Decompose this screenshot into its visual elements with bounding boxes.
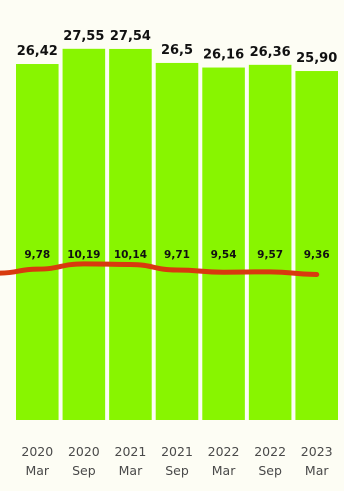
x-tick-label-period: Sep xyxy=(258,463,282,478)
line-value-label: 9,57 xyxy=(257,249,283,261)
x-tick-label-period: Sep xyxy=(165,463,189,478)
x-tick-label-year: 2020 xyxy=(21,444,53,459)
bar xyxy=(248,64,292,421)
series-line xyxy=(0,261,320,278)
bar xyxy=(62,48,106,421)
x-tick-label-period: Mar xyxy=(25,463,49,478)
bar xyxy=(202,67,245,421)
line-layer xyxy=(0,261,320,278)
x-tick-label-year: 2023 xyxy=(301,444,333,459)
x-tick-label-period: Mar xyxy=(212,463,236,478)
line-value-label: 9,54 xyxy=(211,249,237,261)
line-value-label: 9,71 xyxy=(164,249,190,261)
bars-layer xyxy=(16,48,338,421)
bar-value-label: 27,54 xyxy=(110,29,151,44)
x-tick-label-year: 2020 xyxy=(68,444,100,459)
x-tick-label-year: 2021 xyxy=(115,444,147,459)
line-value-label: 10,14 xyxy=(114,249,147,261)
bar-value-label: 26,36 xyxy=(250,45,291,60)
bar xyxy=(295,71,338,420)
line-value-label: 9,78 xyxy=(24,249,50,261)
x-tick-label-year: 2021 xyxy=(161,444,193,459)
x-tick-label-period: Mar xyxy=(305,463,329,478)
x-axis-tick-labels: 2020 Mar 2020 Sep 2021 Mar 2021 Sep 2022 Mar 2022 S… xyxy=(21,444,332,478)
bar-value-label: 26,5 xyxy=(161,43,193,58)
bar-value-label: 27,55 xyxy=(63,29,104,44)
line-value-labels: 9,78 10,19 10,14 9,71 9,54 9,57 9,36 xyxy=(24,249,329,261)
bar xyxy=(16,64,59,420)
bar-value-labels: 26,42 27,55 27,54 26,5 26,16 26,36 25,90 xyxy=(17,29,338,66)
bar xyxy=(155,62,199,421)
line-value-label: 10,19 xyxy=(67,249,100,261)
x-tick-label-year: 2022 xyxy=(208,444,240,459)
bar xyxy=(109,48,152,420)
x-tick-label-year: 2022 xyxy=(254,444,286,459)
x-tick-label-period: Mar xyxy=(119,463,143,478)
x-tick-label-period: Sep xyxy=(72,463,96,478)
bar-value-label: 26,16 xyxy=(203,48,244,63)
bar-value-label: 26,42 xyxy=(17,44,58,59)
bar-value-label: 25,90 xyxy=(296,51,337,66)
line-value-label: 9,36 xyxy=(304,249,330,261)
